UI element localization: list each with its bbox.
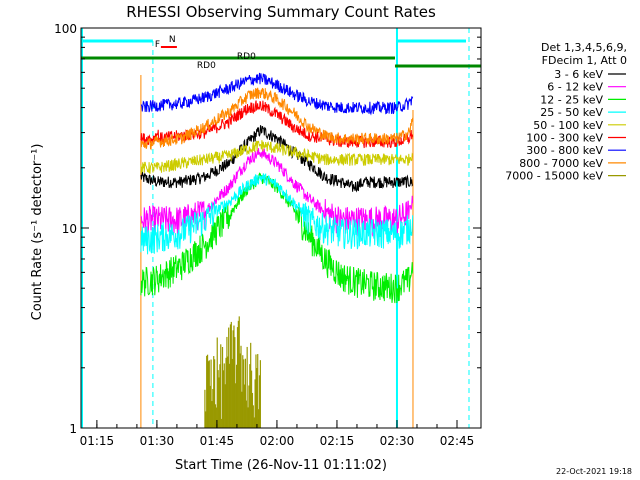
y-axis-label: Count Rate (s⁻¹ detector⁻¹): [30, 144, 45, 321]
series-7-trace: [140, 87, 414, 151]
footer-date: 22-Oct-2021 19:18: [556, 467, 632, 476]
x-tick-label: 02:15: [320, 434, 355, 448]
legend-entry-label: 800 - 7000 keV: [519, 157, 603, 170]
plot-area: F N RD0 RD0: [81, 28, 481, 428]
series-2-trace: [140, 172, 414, 304]
flag-label-0: F: [155, 40, 160, 50]
flag-label-2: RD0: [197, 61, 216, 71]
x-tick-label: 02:45: [440, 434, 475, 448]
x-tick-label: 01:15: [80, 434, 115, 448]
legend-entry-label: 300 - 800 keV: [526, 144, 603, 157]
y-tick-label: 100: [54, 22, 77, 36]
legend-entry-label: 100 - 300 keV: [526, 132, 603, 145]
legend-entry-label: 3 - 6 keV: [554, 68, 603, 81]
x-axis: 01:15 01:30 01:45 02:00 02:15 02:30 02:45: [80, 420, 475, 448]
legend-entry-label: 12 - 25 keV: [540, 93, 603, 106]
legend-header-line-1: Det 1,3,4,5,6,9,: [541, 41, 627, 54]
series-6-trace: [140, 72, 414, 116]
legend-entry-label: 25 - 50 keV: [540, 106, 603, 119]
x-axis-label: Start Time (26-Nov-11 01:11:02): [175, 458, 387, 473]
legend: Det 1,3,4,5,6,9, FDecim 1, Att 0 3 - 6 k…: [505, 41, 627, 183]
flag-label-3: RD0: [237, 52, 256, 62]
legend-entry-label: 7000 - 15000 keV: [505, 170, 603, 183]
x-tick-label: 01:30: [140, 434, 175, 448]
y-tick-label: 10: [62, 222, 77, 236]
series-0-trace: [140, 125, 414, 193]
y-axis: 1 10 100: [54, 22, 481, 436]
chart-title: RHESSI Observing Summary Count Rates: [126, 3, 436, 21]
y-tick-label: 1: [69, 422, 77, 436]
plot-clip-group: [81, 28, 481, 428]
series-4-trace: [140, 140, 414, 174]
series-8-trace: [204, 316, 261, 428]
series-3-trace: [140, 173, 414, 255]
legend-entry-label: 50 - 100 keV: [533, 119, 603, 132]
x-tick-label: 01:45: [200, 434, 235, 448]
legend-entry-label: 6 - 12 keV: [547, 81, 603, 94]
flag-label-1: N: [169, 35, 176, 45]
legend-header-line-2: FDecim 1, Att 0: [542, 54, 627, 67]
x-tick-label: 02:00: [260, 434, 295, 448]
x-tick-label: 02:30: [380, 434, 415, 448]
